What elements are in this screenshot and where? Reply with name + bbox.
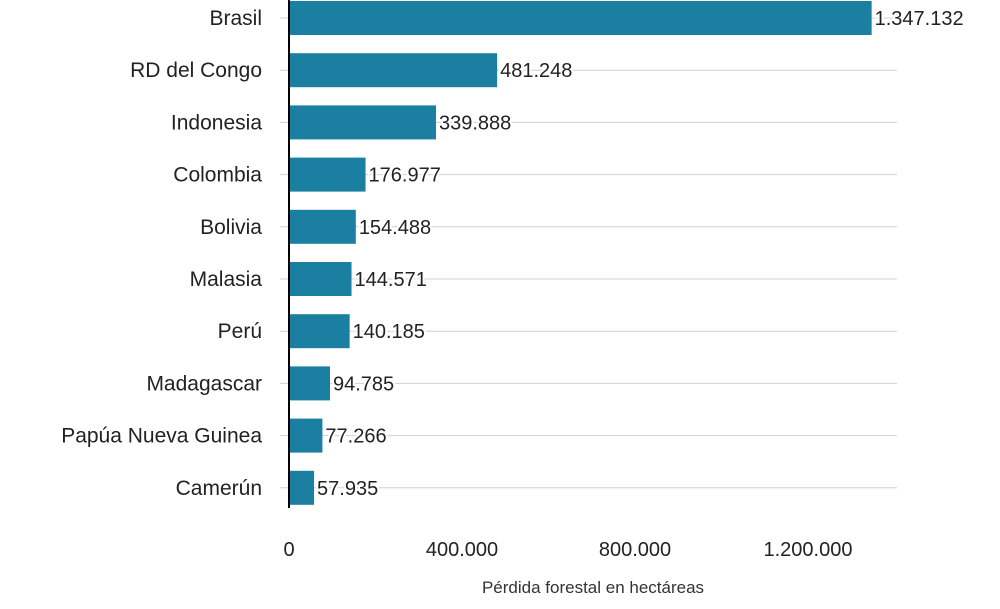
value-label: 176.977: [369, 165, 441, 187]
value-label: 339.888: [439, 112, 511, 134]
bar-rd-del-congo: [289, 53, 498, 88]
x-tick-label: 0: [283, 539, 294, 561]
value-label: 1.347.132: [875, 8, 964, 30]
bar-brasil: [289, 1, 872, 35]
value-label: 77.266: [325, 426, 386, 448]
value-label: 144.571: [355, 269, 427, 291]
value-label: 57.935: [317, 478, 378, 500]
bar-perú: [289, 314, 350, 349]
bar-colombia: [289, 157, 366, 192]
category-label: Colombia: [173, 164, 262, 187]
x-axis-label: Pérdida forestal en hectáreas: [482, 578, 704, 597]
bar-camerún: [289, 470, 315, 505]
category-label: Indonesia: [171, 111, 262, 134]
value-label: 140.185: [353, 321, 425, 343]
bar-bolivia: [289, 209, 356, 244]
category-label: RD del Congo: [130, 59, 262, 82]
bar-madagascar: [289, 366, 330, 401]
value-label: 154.488: [359, 217, 431, 239]
category-label: Malasia: [190, 268, 263, 291]
value-label: 481.248: [500, 60, 572, 82]
category-label: Madagascar: [146, 372, 262, 395]
bar-malasia: [289, 262, 352, 296]
category-label: Brasil: [209, 7, 262, 30]
category-label: Perú: [218, 320, 262, 343]
value-label: 94.785: [333, 373, 394, 395]
bar-indonesia: [289, 105, 437, 140]
x-tick-label: 400.000: [426, 539, 498, 561]
category-label: Bolivia: [200, 216, 262, 239]
x-tick-label: 1.200.000: [764, 539, 853, 561]
x-tick-label: 800.000: [599, 539, 671, 561]
category-label: Camerún: [176, 477, 262, 500]
category-label: Papúa Nueva Guinea: [61, 425, 262, 448]
bar-papúa-nueva-guinea: [289, 418, 323, 453]
